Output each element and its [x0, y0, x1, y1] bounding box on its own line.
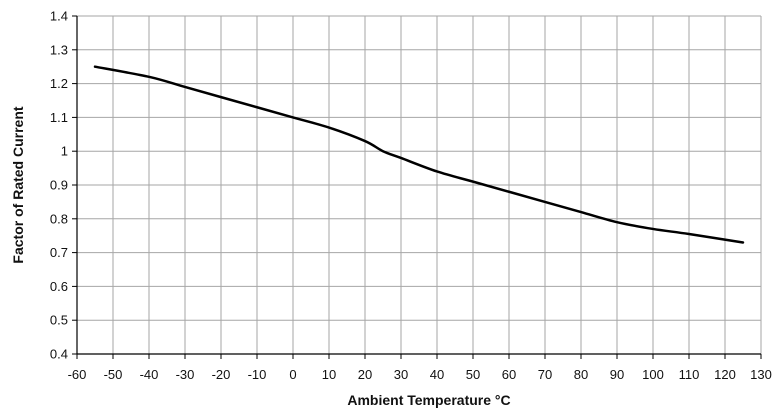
x-tick-label: 30 [394, 367, 408, 382]
x-tick-label: -20 [212, 367, 231, 382]
y-tick-label: 1.4 [50, 9, 68, 24]
y-tick-label: 0.6 [50, 279, 68, 294]
tick-labels: -60 -50 -40 -30 -20 -10 0 10 20 30 40 50 60 70 80 90 100… [50, 9, 772, 383]
x-tick-label: 0 [289, 367, 296, 382]
y-tick-label: 0.4 [50, 347, 68, 362]
x-tick-label: 10 [322, 367, 336, 382]
x-tick-label: 120 [714, 367, 736, 382]
y-tick-label: 0.8 [50, 211, 68, 226]
x-tick-label: -60 [68, 367, 87, 382]
axes [72, 15, 762, 359]
series-layer [93, 65, 745, 244]
x-tick-label: 50 [466, 367, 480, 382]
y-tick-label: 1 [61, 144, 68, 159]
x-tick-label: 80 [574, 367, 588, 382]
x-tick-label: 110 [679, 367, 700, 382]
x-tick-label: -30 [176, 367, 195, 382]
x-axis-label: Ambient Temperature °C [347, 392, 510, 408]
y-axis-label: Factor of Rated Current [10, 106, 26, 263]
y-tick-label: 0.9 [50, 178, 68, 193]
x-tick-label: 90 [610, 367, 624, 382]
y-tick-label: 1.2 [50, 76, 68, 91]
y-tick-label: 1.1 [50, 110, 68, 125]
y-tick-label: 0.7 [50, 245, 68, 260]
grid [76, 15, 762, 355]
series-line [93, 65, 745, 244]
x-tick-label: -10 [248, 367, 267, 382]
x-tick-label: 130 [750, 367, 772, 382]
x-tick-label: 60 [502, 367, 516, 382]
y-tick-label: 0.5 [50, 313, 68, 328]
x-tick-label: 100 [642, 367, 664, 382]
x-tick-label: 70 [538, 367, 552, 382]
x-tick-label: 40 [430, 367, 444, 382]
y-tick-label: 1.3 [50, 42, 68, 57]
x-tick-label: -40 [140, 367, 159, 382]
x-tick-label: -50 [104, 367, 123, 382]
x-tick-label: 20 [358, 367, 372, 382]
